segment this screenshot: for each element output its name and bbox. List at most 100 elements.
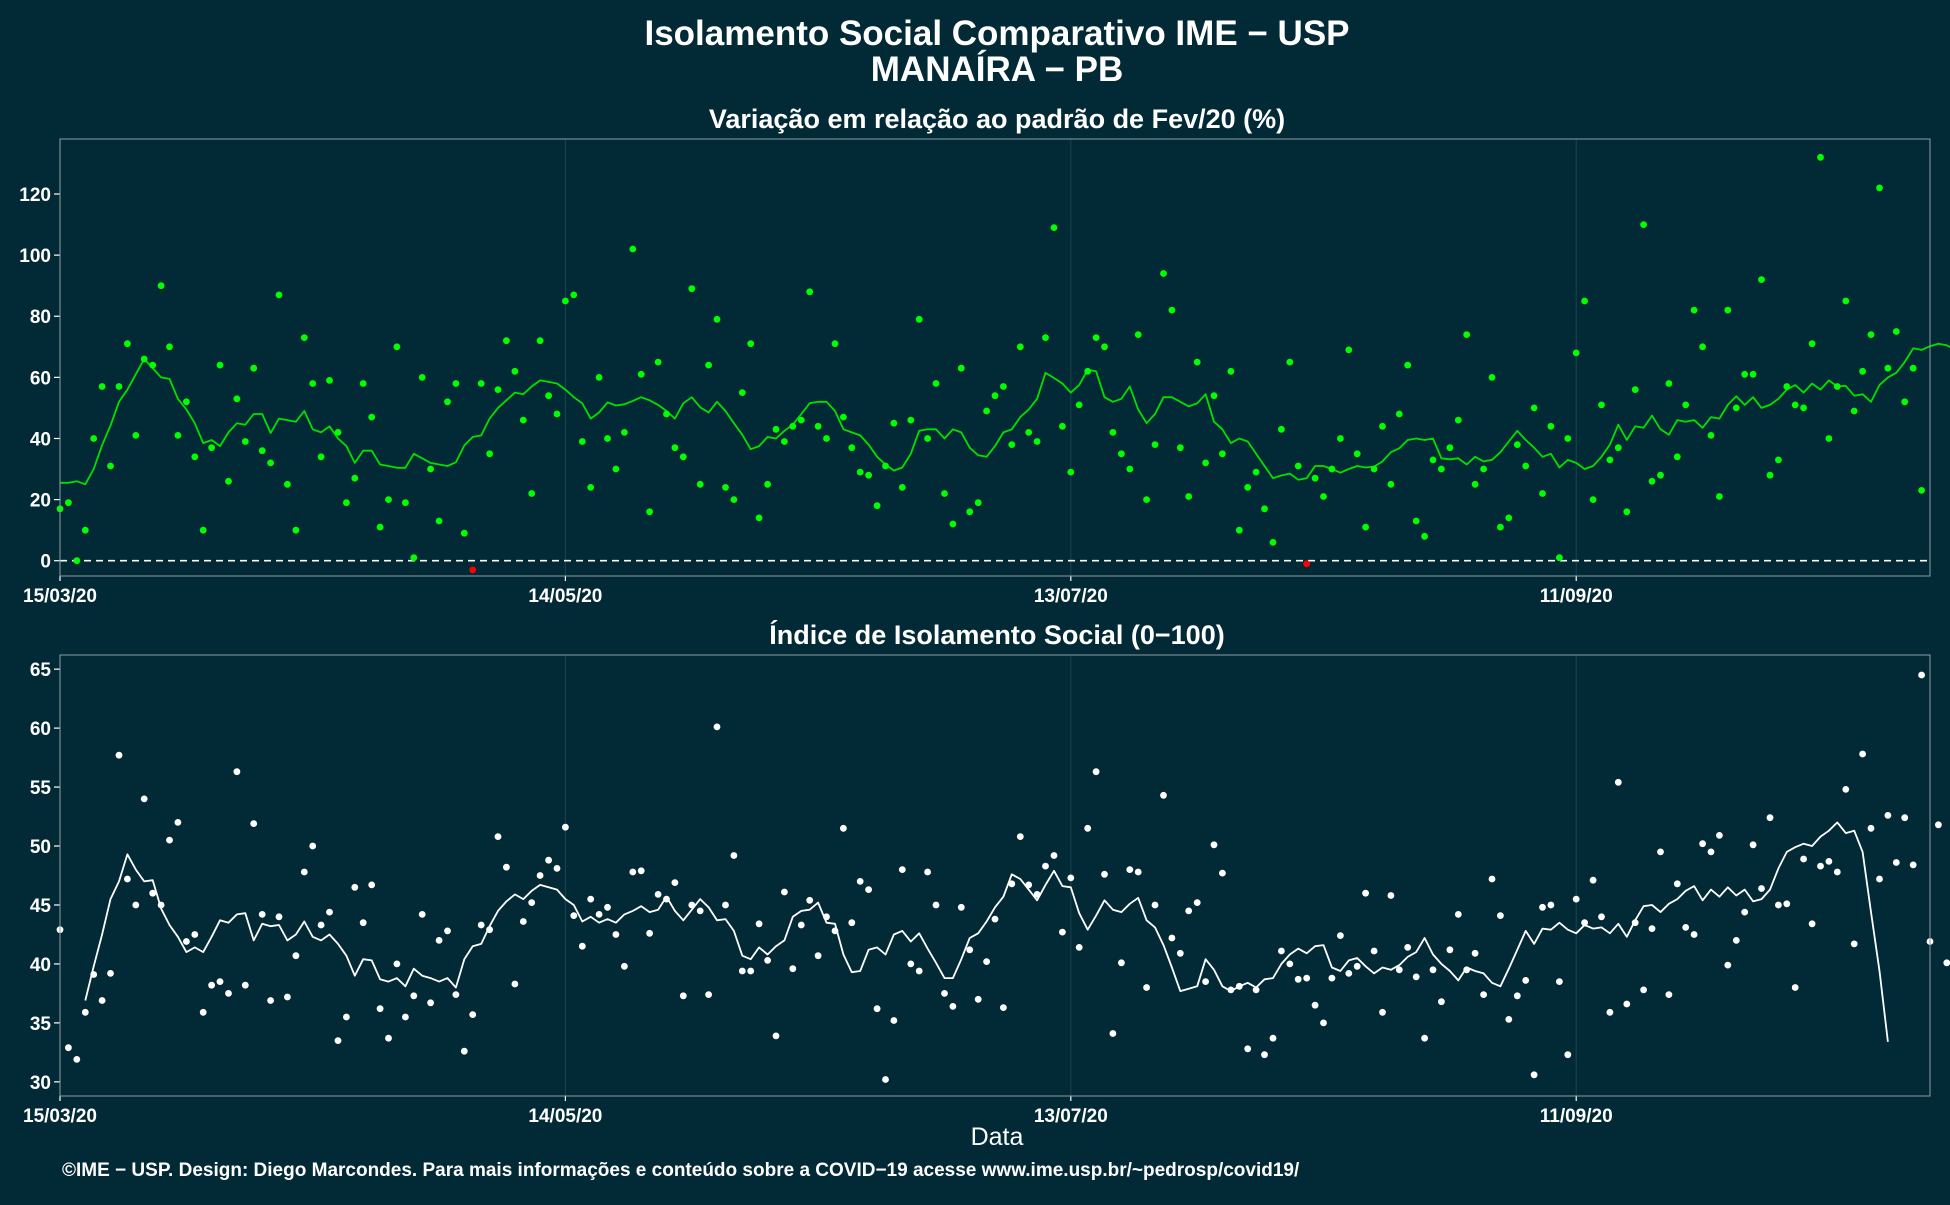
data-point	[191, 931, 199, 938]
data-point	[957, 903, 965, 911]
data-point	[309, 380, 317, 387]
data-point	[1876, 184, 1883, 192]
data-point	[1732, 404, 1740, 412]
top-panel-title: Variação em relação ao padrão de Fev/20 …	[709, 104, 1285, 134]
data-point	[149, 361, 157, 369]
data-point	[183, 938, 190, 945]
data-point	[1791, 984, 1799, 991]
data-point	[1075, 944, 1083, 951]
y-tick-label: 20	[30, 491, 51, 512]
data-point	[65, 499, 72, 507]
data-point	[1539, 903, 1546, 911]
data-point	[494, 833, 502, 840]
data-point	[1690, 306, 1698, 314]
data-point	[1808, 340, 1816, 348]
data-point	[1294, 462, 1302, 470]
data-point	[1488, 875, 1496, 883]
data-point	[671, 879, 679, 886]
data-point	[174, 432, 182, 439]
data-point	[1716, 832, 1723, 839]
x-tick-label: 13/07/20	[1034, 586, 1108, 607]
variation-panel: 0 20 40 60 80 100 120 15/03/20 14/05/20 13/07/20 1…	[19, 138, 1950, 607]
data-point	[536, 872, 544, 879]
data-point	[612, 465, 620, 473]
data-point	[199, 526, 207, 534]
data-point	[435, 937, 443, 944]
data-point	[334, 1037, 342, 1044]
data-point	[1286, 358, 1294, 366]
data-point	[1901, 398, 1909, 406]
data-point	[1059, 422, 1066, 430]
data-point	[1160, 791, 1167, 799]
data-point	[1539, 490, 1546, 497]
panel-frame	[59, 654, 1931, 1097]
data-point	[1084, 367, 1092, 375]
data-point	[1050, 852, 1058, 859]
data-point	[983, 407, 990, 415]
data-point	[663, 410, 670, 418]
data-point	[183, 398, 190, 406]
data-point	[326, 908, 333, 916]
data-point	[890, 1017, 898, 1024]
data-point	[1446, 946, 1454, 954]
data-point	[957, 364, 965, 372]
data-point	[1825, 858, 1833, 865]
data-point	[1235, 526, 1243, 534]
data-point	[1640, 221, 1647, 229]
data-point	[359, 919, 367, 927]
data-point	[915, 967, 923, 975]
data-point	[216, 361, 224, 369]
data-point	[1429, 456, 1437, 464]
data-point	[882, 462, 889, 470]
data-point	[519, 416, 527, 424]
data-point	[1412, 973, 1420, 981]
data-point	[250, 820, 258, 827]
data-point	[1606, 456, 1614, 464]
data-point	[1227, 367, 1235, 375]
data-point	[1454, 416, 1462, 424]
data-point	[1505, 514, 1513, 522]
data-point	[1589, 876, 1597, 884]
data-point	[1176, 949, 1184, 957]
index-panel: 30 35 40 45 50 55 60 65 15/03/20 14/05/20 13/07/20…	[23, 654, 1950, 1127]
data-point	[840, 824, 847, 832]
data-point	[65, 1044, 72, 1052]
data-point	[343, 499, 350, 507]
data-point	[1311, 474, 1319, 482]
data-point	[797, 416, 805, 424]
data-point	[174, 819, 182, 826]
data-point	[1699, 840, 1706, 848]
data-point	[275, 913, 283, 921]
data-point	[1252, 468, 1260, 476]
data-point	[924, 435, 931, 442]
data-point	[1690, 931, 1698, 938]
data-point	[1741, 908, 1749, 916]
data-point	[814, 422, 822, 430]
data-point	[1884, 364, 1892, 372]
data-point	[469, 566, 477, 574]
data-point	[1345, 970, 1353, 977]
data-point	[1075, 401, 1083, 409]
data-point	[1707, 848, 1715, 856]
data-point	[1202, 459, 1209, 467]
data-point	[705, 361, 712, 369]
data-point	[1320, 1019, 1327, 1027]
data-point	[444, 398, 451, 406]
data-point	[1581, 919, 1588, 927]
data-point	[1842, 786, 1850, 793]
data-point	[1758, 276, 1765, 283]
data-point	[755, 920, 763, 928]
data-point	[359, 380, 367, 387]
y-tick-label: 60	[30, 719, 51, 740]
data-point	[1067, 874, 1075, 882]
data-point	[1261, 1051, 1268, 1059]
panel-frame	[59, 138, 1931, 577]
data-point	[1387, 892, 1395, 899]
y-tick-label: 30	[30, 1073, 51, 1094]
data-point	[107, 462, 114, 470]
data-point	[1892, 328, 1900, 335]
data-point	[1454, 911, 1462, 918]
data-point	[1176, 444, 1184, 452]
data-point	[671, 444, 679, 452]
